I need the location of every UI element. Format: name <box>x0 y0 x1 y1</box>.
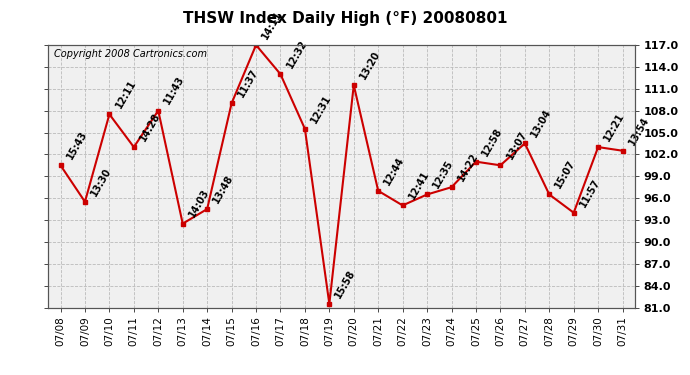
Text: 15:07: 15:07 <box>553 159 578 190</box>
Text: 11:37: 11:37 <box>236 68 260 99</box>
Text: 12:44: 12:44 <box>382 155 406 187</box>
Text: 13:04: 13:04 <box>529 107 553 139</box>
Text: 13:48: 13:48 <box>211 173 235 205</box>
Text: 12:58: 12:58 <box>480 126 504 158</box>
Text: 13:30: 13:30 <box>89 166 113 198</box>
Text: 12:21: 12:21 <box>602 111 627 143</box>
Text: 11:43: 11:43 <box>162 75 186 106</box>
Text: 14:22: 14:22 <box>455 151 480 183</box>
Text: 15:43: 15:43 <box>65 129 89 161</box>
Text: 15:58: 15:58 <box>333 268 357 300</box>
Text: 13:54: 13:54 <box>627 115 651 147</box>
Text: 14:03: 14:03 <box>187 188 211 219</box>
Text: 12:35: 12:35 <box>431 159 455 190</box>
Text: 14:11: 14:11 <box>260 9 284 41</box>
Text: 11:57: 11:57 <box>578 177 602 209</box>
Text: 12:11: 12:11 <box>114 78 138 110</box>
Text: 12:32: 12:32 <box>284 38 309 70</box>
Text: THSW Index Daily High (°F) 20080801: THSW Index Daily High (°F) 20080801 <box>183 11 507 26</box>
Text: 12:31: 12:31 <box>309 93 333 125</box>
Text: 14:28: 14:28 <box>138 111 162 143</box>
Text: 12:41: 12:41 <box>407 170 431 201</box>
Text: Copyright 2008 Cartronics.com: Copyright 2008 Cartronics.com <box>55 49 207 59</box>
Text: 13:07: 13:07 <box>504 129 529 161</box>
Text: 13:20: 13:20 <box>358 49 382 81</box>
